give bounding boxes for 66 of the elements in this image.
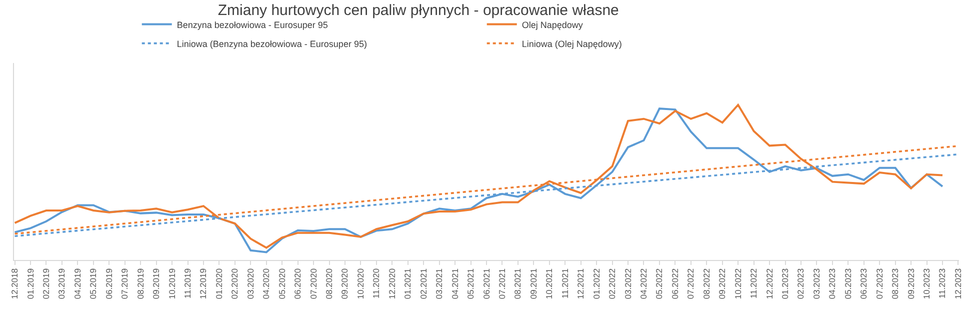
x-tick-label: 10.2019 (166, 268, 177, 300)
x-tick-label: 03.2019 (56, 268, 67, 300)
x-tick-label: 02.2020 (230, 268, 240, 300)
x-tick-label: 08.2020 (324, 268, 334, 300)
x-tick-label: 10.2020 (355, 268, 366, 300)
x-tick-label: 01.2022 (591, 268, 602, 300)
legend-label: Olej Napędowy (522, 20, 584, 30)
legend-label: Liniowa (Olej Napędowy) (522, 38, 622, 49)
x-tick-label: 12.2019 (198, 268, 208, 300)
x-tick-label: 11.2020 (371, 268, 382, 299)
x-tick-label: 02.2022 (607, 268, 618, 300)
x-tick-label: 12.2018 (10, 268, 20, 300)
x-tick-label: 09.2021 (528, 268, 538, 300)
x-tick-label: 06.2021 (481, 268, 492, 300)
x-tick-label: 09.2020 (340, 268, 350, 300)
x-tick-label: 11.2023 (937, 268, 948, 299)
x-tick-label: 09.2023 (906, 268, 916, 300)
x-tick-label: 10.2023 (922, 268, 932, 300)
x-tick-label: 09.2022 (717, 268, 728, 300)
x-tick-label: 12.2023 (952, 268, 963, 300)
x-tick-label: 02.2023 (796, 268, 806, 300)
x-tick-label: 11.2022 (748, 268, 759, 299)
legend-label: Benzyna bezołowiowa - Eurosuper 95 (176, 20, 328, 30)
x-tick-label: 02.2019 (40, 268, 51, 300)
x-tick-label: 03.2023 (811, 268, 822, 300)
x-tick-label: 07.2021 (496, 268, 507, 300)
x-tick-label: 08.2023 (890, 268, 900, 300)
x-tick-label: 07.2023 (874, 268, 884, 300)
x-tick-label: 05.2019 (88, 268, 98, 300)
x-tick-label: 12.2022 (764, 268, 774, 300)
x-tick-label: 10.2021 (544, 268, 554, 300)
x-tick-label: 04.2020 (261, 268, 272, 300)
x-tick-label: 03.2021 (434, 268, 444, 300)
x-tick-label: 07.2020 (308, 268, 318, 300)
x-tick-label: 01.2019 (25, 268, 36, 300)
x-tick-label: 06.2023 (858, 268, 869, 300)
x-tick-label: 06.2020 (292, 268, 303, 300)
x-tick-label: 04.2019 (72, 268, 82, 300)
x-tick-label: 03.2022 (622, 268, 633, 300)
legend-label: Liniowa (Benzyna bezołowiowa - Eurosuper 95) (176, 38, 367, 49)
x-tick-label: 06.2019 (104, 268, 114, 300)
x-tick-label: 02.2021 (418, 268, 428, 300)
x-tick-label: 06.2022 (670, 268, 680, 300)
x-tick-label: 08.2021 (512, 268, 523, 300)
x-tick-label: 01.2020 (214, 268, 224, 300)
x-tick-label: 09.2019 (151, 268, 162, 300)
x-tick-label: 07.2022 (686, 268, 696, 300)
x-tick-label: 05.2021 (466, 268, 476, 300)
x-tick-label: 05.2023 (842, 268, 853, 300)
x-tick-label: 03.2020 (245, 268, 256, 300)
x-tick-label: 11.2019 (182, 268, 193, 299)
x-tick-label: 04.2021 (450, 268, 460, 300)
x-tick-label: 01.2021 (402, 268, 413, 300)
chart-title: Zmiany hurtowych cen paliw płynnych - opracowanie własne (218, 2, 619, 20)
x-tick-label: 11.2021 (560, 268, 570, 299)
x-tick-label: 12.2020 (386, 268, 397, 300)
x-tick-label: 12.2021 (576, 268, 586, 300)
x-tick-label: 01.2023 (780, 268, 790, 300)
x-tick-label: 08.2019 (135, 268, 146, 300)
x-tick-label: 05.2020 (276, 268, 287, 300)
x-tick-label: 04.2023 (827, 268, 838, 300)
x-tick-label: 04.2022 (638, 268, 649, 300)
x-tick-label: 05.2022 (654, 268, 664, 300)
x-tick-label: 10.2022 (732, 268, 743, 300)
x-tick-label: 08.2022 (701, 268, 712, 300)
x-tick-label: 07.2019 (120, 268, 130, 300)
